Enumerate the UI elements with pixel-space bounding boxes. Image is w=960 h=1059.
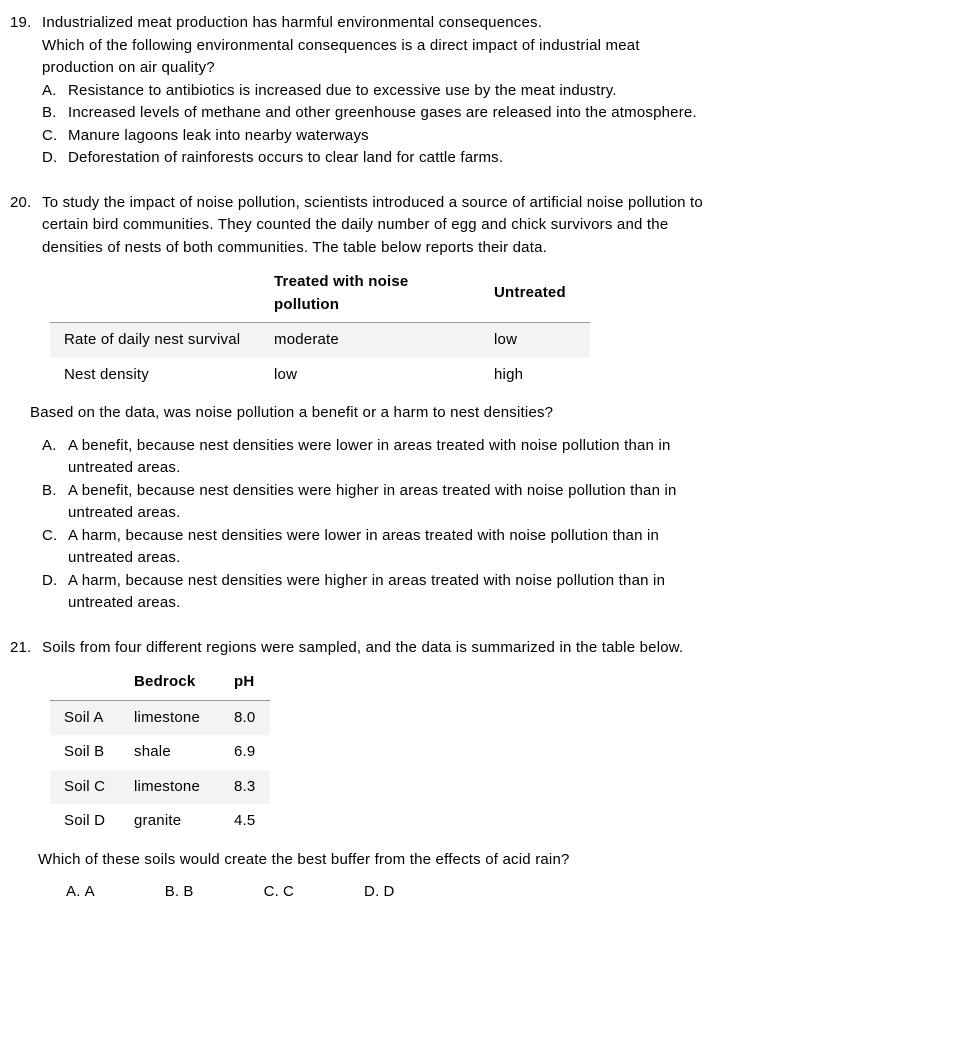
table-header-cell: Bedrock: [120, 665, 220, 700]
table-cell: Soil A: [50, 700, 120, 735]
option-letter: D.: [364, 881, 379, 904]
option-text: B: [183, 881, 193, 904]
option-text: A benefit, because nest densities were l…: [68, 435, 944, 458]
noise-pollution-table: Treated with noise pollution Untreated R…: [50, 265, 590, 392]
question-19: 19. Industrialized meat production has h…: [10, 12, 944, 170]
table-row: Soil A limestone 8.0: [50, 700, 270, 735]
answer-option-d[interactable]: D.D: [364, 881, 394, 904]
table-cell: 8.0: [220, 700, 270, 735]
table-row: Nest density low high: [50, 358, 590, 393]
table-cell: Soil D: [50, 804, 120, 839]
answer-option-b[interactable]: B. B: [165, 881, 194, 904]
table-cell: low: [260, 358, 480, 393]
option-text: D: [383, 881, 394, 904]
table-row: Soil D granite 4.5: [50, 804, 270, 839]
option-text: Resistance to antibiotics is increased d…: [68, 80, 944, 103]
table-cell: limestone: [120, 700, 220, 735]
answer-option-a[interactable]: A. Resistance to antibiotics is increase…: [42, 80, 944, 103]
question-number: 19.: [10, 12, 38, 35]
option-letter: C.: [42, 125, 68, 148]
answer-option-c[interactable]: C.C: [264, 881, 294, 904]
option-text: untreated areas.: [68, 502, 944, 525]
table-row: Soil B shale 6.9: [50, 735, 270, 770]
table-cell: moderate: [260, 323, 480, 358]
option-letter: D.: [42, 147, 68, 170]
option-text: Increased levels of methane and other gr…: [68, 102, 944, 125]
option-letter: A.: [42, 80, 68, 103]
answer-option-b[interactable]: B. Increased levels of methane and other…: [42, 102, 944, 125]
table-header-cell: Treated with noise pollution: [260, 265, 480, 323]
table-row: Rate of daily nest survival moderate low: [50, 323, 590, 358]
option-text: A benefit, because nest densities were h…: [68, 480, 944, 503]
option-letter: D.: [42, 570, 68, 615]
table-cell: shale: [120, 735, 220, 770]
option-letter: B.: [42, 102, 68, 125]
table-row: Soil C limestone 8.3: [50, 770, 270, 805]
table-cell: Soil C: [50, 770, 120, 805]
option-letter: A.: [42, 435, 68, 480]
question-number: 21.: [10, 637, 38, 660]
option-letter: B.: [42, 480, 68, 525]
table-cell: Rate of daily nest survival: [50, 323, 260, 358]
answer-option-b[interactable]: B. A benefit, because nest densities wer…: [42, 480, 944, 525]
option-text: untreated areas.: [68, 592, 944, 615]
option-text: A: [85, 881, 95, 904]
option-letter: C.: [264, 881, 279, 904]
question-stem-line: To study the impact of noise pollution, …: [42, 192, 944, 215]
table-cell: granite: [120, 804, 220, 839]
question-stem-line: densities of nests of both communities. …: [42, 237, 944, 260]
option-letter: C.: [42, 525, 68, 570]
table-cell: 8.3: [220, 770, 270, 805]
table-header-cell: pH: [220, 665, 270, 700]
answer-option-a[interactable]: A. A: [66, 881, 95, 904]
option-letter: B.: [165, 881, 180, 904]
sub-question: Based on the data, was noise pollution a…: [30, 402, 944, 425]
question-stem-line: Industrialized meat production has harmf…: [42, 12, 944, 35]
option-text: A harm, because nest densities were lowe…: [68, 525, 944, 548]
table-cell: high: [480, 358, 590, 393]
table-cell: Soil B: [50, 735, 120, 770]
answer-option-d[interactable]: D. A harm, because nest densities were h…: [42, 570, 944, 615]
option-text: A harm, because nest densities were high…: [68, 570, 944, 593]
question-stem-line: production on air quality?: [42, 57, 944, 80]
table-header-cell: Untreated: [480, 265, 590, 323]
table-cell: 6.9: [220, 735, 270, 770]
answer-option-c[interactable]: C. A harm, because nest densities were l…: [42, 525, 944, 570]
question-number: 20.: [10, 192, 38, 215]
answer-option-a[interactable]: A. A benefit, because nest densities wer…: [42, 435, 944, 480]
question-21: 21. Soils from four different regions we…: [10, 637, 944, 904]
question-stem-line: Which of the following environmental con…: [42, 35, 944, 58]
option-text: Deforestation of rainforests occurs to c…: [68, 147, 944, 170]
table-header-cell: [50, 665, 120, 700]
question-stem-line: Soils from four different regions were s…: [42, 637, 944, 660]
answer-option-d[interactable]: D. Deforestation of rainforests occurs t…: [42, 147, 944, 170]
soil-table: Bedrock pH Soil A limestone 8.0 Soil B s…: [50, 665, 270, 839]
question-stem-line: certain bird communities. They counted t…: [42, 214, 944, 237]
sub-question: Which of these soils would create the be…: [38, 849, 944, 872]
table-cell: low: [480, 323, 590, 358]
table-header-cell: [50, 265, 260, 323]
option-text: untreated areas.: [68, 547, 944, 570]
question-20: 20. To study the impact of noise polluti…: [10, 192, 944, 615]
table-cell: 4.5: [220, 804, 270, 839]
option-letter: A.: [66, 881, 81, 904]
option-text: Manure lagoons leak into nearby waterway…: [68, 125, 944, 148]
option-text: C: [283, 881, 294, 904]
table-cell: Nest density: [50, 358, 260, 393]
table-cell: limestone: [120, 770, 220, 805]
answer-option-c[interactable]: C. Manure lagoons leak into nearby water…: [42, 125, 944, 148]
option-text: untreated areas.: [68, 457, 944, 480]
